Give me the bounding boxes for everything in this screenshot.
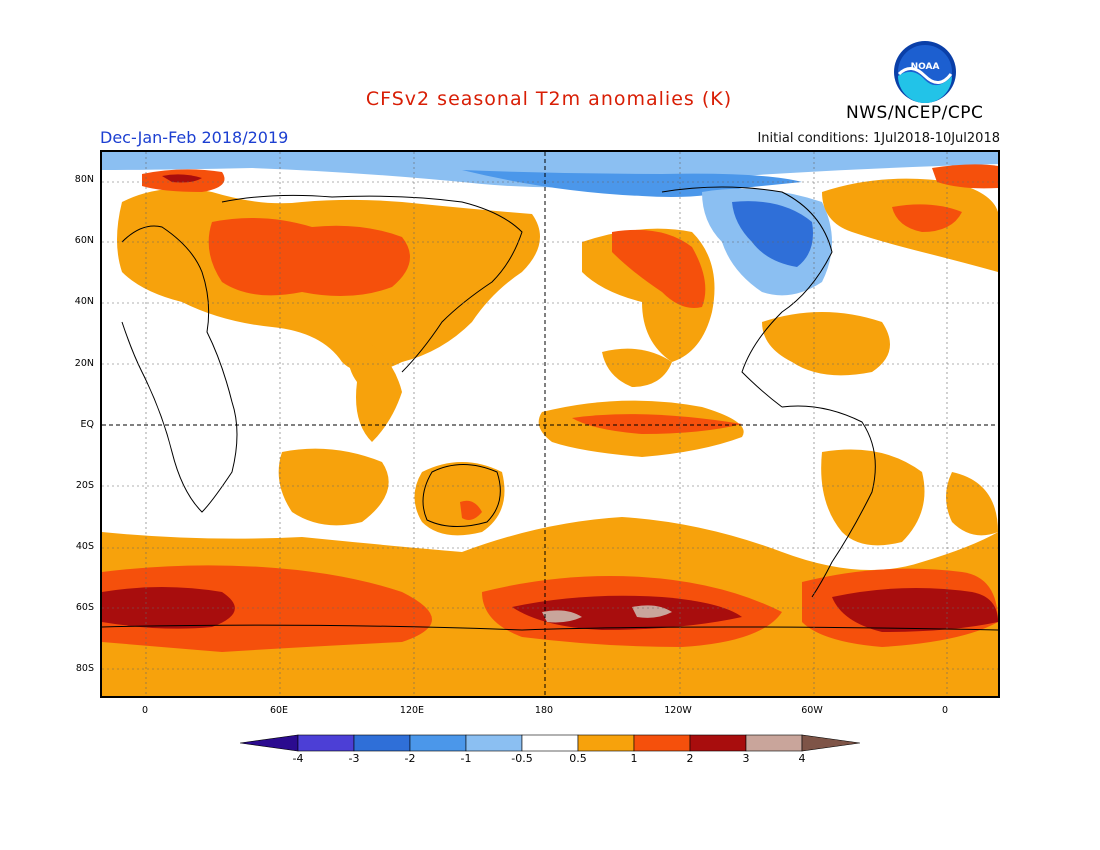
canada-cool-core bbox=[732, 201, 813, 267]
australia-warm-core bbox=[460, 500, 482, 520]
lat-label-80s: 80S bbox=[75, 663, 94, 674]
arctic-hot-left bbox=[162, 174, 202, 183]
lat-label-60s: 60S bbox=[75, 602, 94, 613]
lat-label-40s: 40S bbox=[75, 541, 94, 552]
na-west-warm-core bbox=[612, 229, 706, 308]
colorbar-tick-label: -0.5 bbox=[511, 752, 533, 765]
southern-ocean-warm2 bbox=[102, 565, 432, 652]
lat-label-80n: 80N bbox=[74, 174, 94, 185]
noaa-logo: NOAA bbox=[893, 40, 957, 104]
colorbar-tick-label: 4 bbox=[798, 752, 806, 765]
season-label: Dec-Jan-Feb 2018/2019 bbox=[100, 128, 289, 147]
colorbar-segment bbox=[577, 734, 635, 752]
colorbar-tick-label: -4 bbox=[292, 752, 304, 765]
colorbar-tick-label: -1 bbox=[460, 752, 472, 765]
arctic-cool-band bbox=[102, 152, 998, 188]
lon-label-120e: 120E bbox=[399, 705, 425, 716]
chart-title: CFSv2 seasonal T2m anomalies (K) bbox=[365, 88, 733, 110]
south-pacific-warm bbox=[602, 348, 672, 387]
gridlines bbox=[102, 152, 998, 696]
australia-warm bbox=[414, 462, 505, 536]
colorbar-segment bbox=[297, 734, 355, 752]
colorbar-tick-label: 3 bbox=[742, 752, 750, 765]
colorbar-tick-label: 2 bbox=[686, 752, 694, 765]
colorbar-arrow-high bbox=[801, 734, 861, 752]
indian-ocean-warm bbox=[278, 448, 389, 526]
colorbar-segment bbox=[409, 734, 467, 752]
lon-label-0-left: 0 bbox=[141, 705, 149, 716]
antarctic-warm bbox=[102, 650, 998, 696]
southern-ocean-hot3 bbox=[832, 588, 998, 632]
initial-conditions-label: Initial conditions: 1Jul2018-10Jul2018 bbox=[757, 131, 1000, 146]
agency-label: NWS/NCEP/CPC bbox=[846, 103, 984, 123]
southern-ocean-peak2 bbox=[632, 605, 672, 618]
colorbar-tick-label: -3 bbox=[348, 752, 360, 765]
map-frame bbox=[100, 150, 1000, 698]
colorbar-segment bbox=[633, 734, 691, 752]
lon-label-180: 180 bbox=[534, 705, 554, 716]
arctic-warm-right bbox=[932, 164, 998, 189]
colorbar-segment bbox=[689, 734, 747, 752]
enso-warm-core bbox=[572, 414, 742, 434]
lon-label-120w: 120W bbox=[664, 705, 692, 716]
lat-label-20s: 20S bbox=[75, 480, 94, 491]
siberia-warm-core bbox=[208, 218, 410, 296]
colorbar-segment bbox=[521, 734, 579, 752]
atlantic-warm bbox=[762, 312, 890, 376]
colorbar-tick-label: 1 bbox=[630, 752, 638, 765]
colorbar-arrow-low bbox=[239, 734, 299, 752]
svg-text:NOAA: NOAA bbox=[911, 62, 940, 72]
southern-ocean-hot2 bbox=[512, 595, 742, 630]
colorbar-segment bbox=[465, 734, 523, 752]
lon-label-60w: 60W bbox=[801, 705, 823, 716]
lat-label-60n: 60N bbox=[74, 235, 94, 246]
colorbar-segment bbox=[745, 734, 803, 752]
lon-label-60e: 60E bbox=[269, 705, 289, 716]
colorbar-segment bbox=[353, 734, 411, 752]
lat-label-40n: 40N bbox=[74, 296, 94, 307]
colorbar-tick-label: -2 bbox=[404, 752, 416, 765]
coastlines bbox=[102, 186, 998, 631]
lat-label-eq: EQ bbox=[80, 419, 94, 430]
south-atlantic-warm bbox=[946, 472, 998, 536]
south-america-warm bbox=[821, 449, 925, 546]
lat-label-20n: 20N bbox=[74, 358, 94, 369]
lon-label-0-right: 0 bbox=[941, 705, 949, 716]
greenland-warm-core bbox=[892, 204, 962, 232]
asia-warm-south bbox=[348, 332, 402, 442]
colorbar-tick-label: 0.5 bbox=[569, 752, 587, 765]
southern-ocean-peak bbox=[542, 610, 582, 623]
colorbar bbox=[239, 733, 861, 753]
